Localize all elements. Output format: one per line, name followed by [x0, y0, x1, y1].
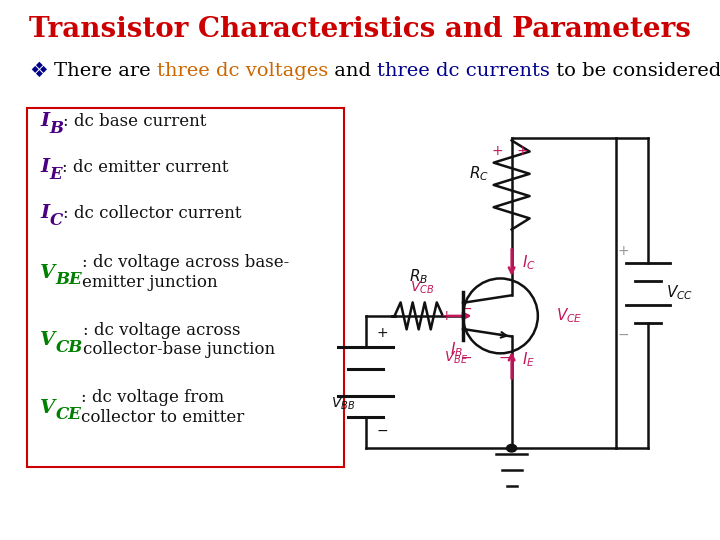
- Text: $V_{CE}$: $V_{CE}$: [556, 307, 582, 325]
- Text: : dc base current: : dc base current: [63, 113, 207, 130]
- Text: ❖: ❖: [29, 61, 48, 82]
- Text: CB: CB: [55, 339, 83, 356]
- Text: V: V: [40, 331, 55, 349]
- Text: I: I: [40, 158, 50, 177]
- Text: three dc voltages: three dc voltages: [157, 62, 328, 80]
- Text: −: −: [618, 328, 629, 341]
- Text: CE: CE: [55, 406, 81, 423]
- Text: +: +: [517, 144, 528, 158]
- Text: C: C: [50, 212, 63, 229]
- Text: V: V: [40, 264, 55, 282]
- Text: −: −: [377, 424, 388, 437]
- Text: E: E: [50, 166, 62, 183]
- Text: $R_B$: $R_B$: [409, 267, 428, 286]
- Text: : dc voltage across base-
emitter junction: : dc voltage across base- emitter juncti…: [82, 254, 289, 291]
- Text: three dc currents: three dc currents: [377, 62, 550, 80]
- Text: −: −: [461, 301, 472, 315]
- Text: : dc voltage across
collector-base junction: : dc voltage across collector-base junct…: [83, 322, 275, 359]
- Text: BE: BE: [55, 271, 82, 288]
- Text: : dc voltage from
collector to emitter: : dc voltage from collector to emitter: [81, 389, 245, 426]
- Text: : dc emitter current: : dc emitter current: [62, 159, 228, 176]
- Text: I: I: [40, 204, 50, 222]
- Text: $V_{CC}$: $V_{CC}$: [666, 284, 693, 302]
- Text: to be considered.: to be considered.: [550, 62, 720, 80]
- Text: There are: There are: [54, 62, 157, 80]
- Text: +: +: [492, 144, 503, 158]
- Text: $V_{BE}$: $V_{BE}$: [444, 349, 468, 366]
- Text: −: −: [461, 351, 472, 365]
- Text: Transistor Characteristics and Parameters: Transistor Characteristics and Parameter…: [29, 16, 691, 43]
- Text: $I_B$: $I_B$: [450, 340, 463, 359]
- Text: $I_C$: $I_C$: [523, 253, 536, 272]
- Text: : dc collector current: : dc collector current: [63, 205, 241, 222]
- Text: V: V: [40, 399, 55, 417]
- Circle shape: [507, 444, 517, 452]
- Text: $I_E$: $I_E$: [523, 350, 536, 369]
- Text: −: −: [499, 351, 510, 365]
- Text: $R_C$: $R_C$: [469, 165, 489, 184]
- Text: B: B: [50, 120, 63, 137]
- Text: +: +: [441, 309, 452, 323]
- Text: $V_{BB}$: $V_{BB}$: [330, 395, 355, 412]
- Bar: [27, 108, 344, 467]
- Text: I: I: [40, 112, 50, 131]
- Text: +: +: [377, 327, 388, 340]
- Text: and: and: [328, 62, 377, 80]
- Text: $V_{CB}$: $V_{CB}$: [410, 280, 434, 296]
- Text: +: +: [618, 245, 629, 258]
